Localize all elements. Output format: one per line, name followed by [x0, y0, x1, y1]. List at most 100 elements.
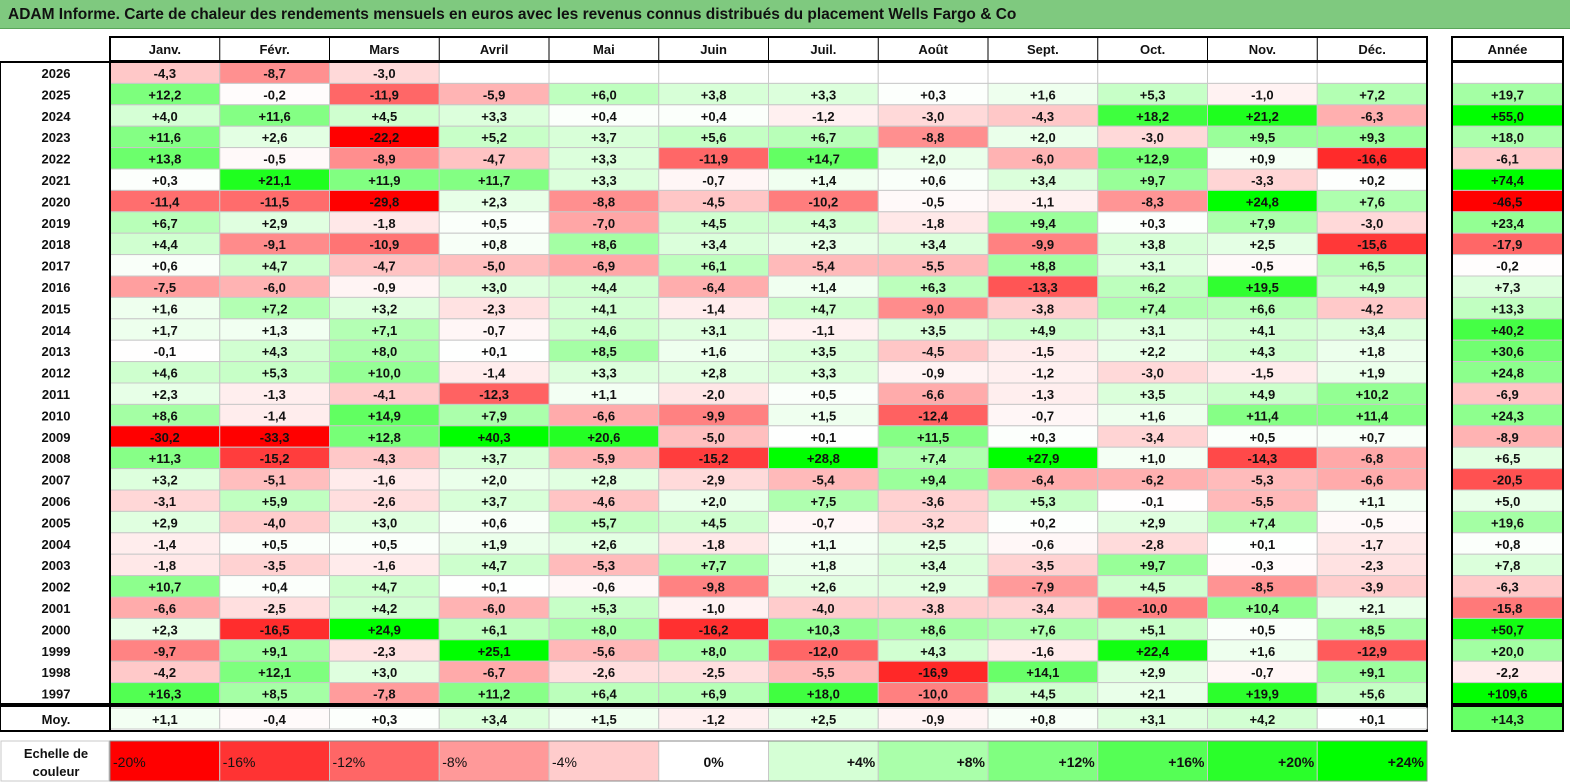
cell-value-label: -22,2 [370, 130, 400, 145]
cell-value-label: -1,4 [483, 366, 506, 381]
cell-value-label: -1,4 [154, 537, 177, 552]
cell-value-label: +2,2 [1140, 344, 1166, 359]
annual-value-label: -15,8 [1493, 601, 1523, 616]
annual-value-label: +7,3 [1495, 280, 1521, 295]
cell-value-label: -6,8 [1361, 451, 1383, 466]
cell-value-label: +7,9 [481, 408, 507, 423]
annual-value-label: +13,3 [1491, 301, 1524, 316]
cell-value-label: -0,2 [263, 87, 285, 102]
cell-value-label: +4,5 [1030, 687, 1056, 702]
row-year-label: 2014 [42, 323, 72, 338]
cell-value-label: -5,4 [812, 259, 835, 274]
average-value-label: -0,4 [263, 712, 286, 727]
cell-value-label: +3,2 [152, 473, 178, 488]
cell-value-label: -0,3 [1251, 558, 1273, 573]
cell-value-label: +3,3 [591, 366, 617, 381]
cell-value-label: +8,6 [920, 622, 946, 637]
cell-value-label: -33,3 [260, 430, 290, 445]
cell-value-label: +0,4 [262, 580, 288, 595]
cell-value-label: -0,7 [1032, 408, 1054, 423]
cell-value-label: +9,3 [1359, 130, 1385, 145]
cell-value-label: +8,0 [372, 344, 398, 359]
cell-value-label: +5,3 [591, 601, 617, 616]
cell-value-label: -15,2 [699, 451, 729, 466]
cell-value-label: -10,9 [370, 237, 400, 252]
cell-value-label: +4,6 [591, 323, 617, 338]
cell-value-label: +10,2 [1356, 387, 1389, 402]
cell-value-label: +7,1 [372, 323, 398, 338]
cell-value-label: +3,0 [481, 280, 507, 295]
cell-value-label: +11,4 [1246, 408, 1279, 423]
cell-value-label: +0,6 [481, 515, 507, 530]
cell-value-label: -11,4 [150, 194, 180, 209]
cell-value-label: -7,5 [154, 280, 176, 295]
row-year-label: 2026 [42, 66, 71, 81]
heatmap-cell [658, 61, 769, 84]
cell-value-label: +19,9 [1246, 687, 1279, 702]
average-value-label: +2,5 [811, 712, 837, 727]
cell-value-label: -5,0 [702, 430, 724, 445]
cell-value-label: +6,7 [152, 216, 178, 231]
cell-value-label: +2,6 [262, 130, 288, 145]
cell-value-label: +2,3 [811, 237, 837, 252]
cell-value-label: -3,4 [1141, 430, 1164, 445]
cell-value-label: +6,0 [591, 87, 617, 102]
cell-value-label: +2,3 [481, 194, 507, 209]
cell-value-label: -0,5 [263, 152, 285, 167]
cell-value-label: -6,6 [593, 408, 615, 423]
cell-value-label: +0,1 [811, 430, 837, 445]
scale-step-label: -16% [223, 754, 256, 770]
cell-value-label: +12,1 [258, 665, 291, 680]
cell-value-label: +2,3 [152, 622, 178, 637]
cell-value-label: +21,2 [1246, 109, 1279, 124]
cell-value-label: +2,0 [920, 152, 946, 167]
annual-value-label: +5,0 [1495, 494, 1521, 509]
scale-step-label: -12% [333, 754, 366, 770]
annual-value-label: -6,3 [1496, 580, 1518, 595]
cell-value-label: +4,7 [481, 558, 507, 573]
row-year-label: 2011 [42, 387, 70, 402]
cell-value-label: -1,8 [702, 537, 724, 552]
cell-value-label: +8,0 [591, 622, 617, 637]
row-year-label: 2024 [42, 109, 72, 124]
row-year-label: 2008 [42, 451, 71, 466]
cell-value-label: +1,5 [811, 408, 837, 423]
cell-value-label: +14,9 [368, 408, 401, 423]
scale-label-line2: couleur [33, 764, 80, 779]
cell-value-label: +0,9 [1250, 152, 1276, 167]
cell-value-label: +1,6 [701, 344, 727, 359]
cell-value-label: +4,4 [152, 237, 178, 252]
cell-value-label: -5,6 [593, 644, 615, 659]
cell-value-label: -1,3 [1032, 387, 1054, 402]
month-header-label: Juil. [810, 42, 836, 57]
scale-swatch [438, 740, 550, 782]
cell-value-label: +11,7 [478, 173, 510, 188]
annual-value-label: -0,2 [1496, 259, 1518, 274]
cell-value-label: +2,9 [262, 216, 288, 231]
cell-value-label: +8,8 [1030, 259, 1056, 274]
row-year-label: 2005 [42, 515, 71, 530]
scale-swatch [768, 740, 879, 782]
cell-value-label: +0,3 [920, 87, 946, 102]
average-value-label: +0,8 [1030, 712, 1056, 727]
cell-value-label: +8,5 [591, 344, 617, 359]
cell-value-label: +13,8 [148, 152, 181, 167]
cell-value-label: +0,8 [481, 237, 507, 252]
row-year-label: 2013 [42, 344, 71, 359]
cell-value-label: +6,6 [1250, 301, 1276, 316]
cell-value-label: +14,7 [807, 152, 840, 167]
cell-value-label: -2,9 [702, 473, 724, 488]
annual-value-label: +18,0 [1491, 130, 1524, 145]
cell-value-label: +6,2 [1140, 280, 1166, 295]
row-year-label: 2022 [42, 152, 71, 167]
cell-value-label: -6,9 [593, 259, 615, 274]
scale-swatch [548, 740, 660, 782]
cell-value-label: -9,9 [702, 408, 724, 423]
row-year-label: 2006 [42, 494, 71, 509]
cell-value-label: +4,4 [591, 280, 617, 295]
annual-value-label: +0,8 [1495, 537, 1521, 552]
cell-value-label: +2,6 [591, 537, 617, 552]
cell-value-label: +4,5 [1140, 580, 1166, 595]
cell-value-label: -5,5 [1251, 494, 1273, 509]
